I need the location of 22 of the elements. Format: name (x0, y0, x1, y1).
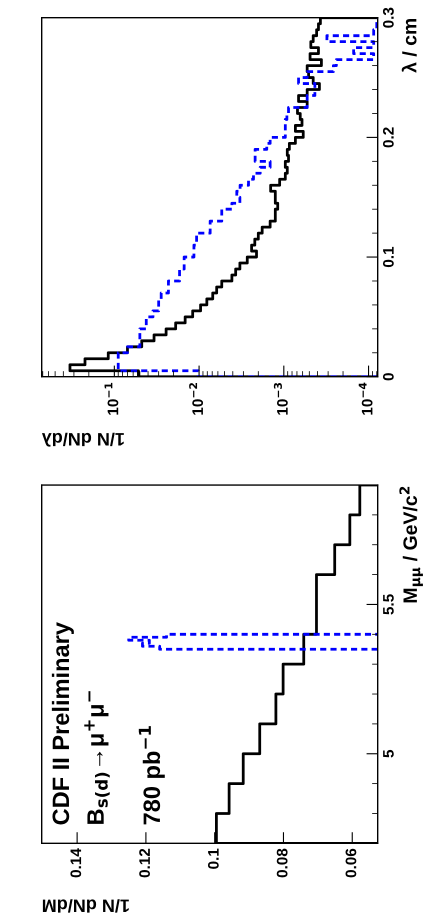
x-tick-label: 0.08 (276, 848, 288, 878)
x-tick-label: 10$^{−3}$ (274, 382, 288, 415)
annotation: CDF II Preliminary (52, 622, 74, 824)
y-tick-label: 5 (383, 750, 394, 758)
x-axis-title: 1/N dN/dM (42, 899, 129, 913)
y-tick-label: 0.3 (382, 8, 394, 28)
x-tick-label: 10$^{−4}$ (358, 382, 373, 415)
y-axis-title: λ / cm (402, 18, 417, 73)
y-tick-label: 0.1 (382, 246, 394, 268)
x-tick-label: 10$^{−1}$ (104, 382, 118, 415)
x-axis-title: 1/N dN/dλ (42, 432, 124, 447)
y-tick-label: 0.2 (382, 127, 394, 148)
x-tick-label: 0.12 (139, 848, 150, 878)
x-tick-label: 0.14 (70, 848, 82, 878)
y-axis-title: M$_{μμ}$ / GeV/c$^{2}$ (399, 486, 423, 602)
x-tick-label: 0.06 (346, 848, 356, 878)
annotation: 780 pb$^{−1}$ (138, 726, 165, 824)
y-tick-label: 0 (382, 373, 394, 380)
x-tick-label: 10$^{−2}$ (189, 383, 204, 415)
x-tick-label: 0.1 (208, 848, 219, 869)
y-tick-label: 5.5 (383, 594, 394, 615)
annotation: B$_{s(d)}$→μ$^{+}$μ$^{−}$ (84, 691, 110, 824)
